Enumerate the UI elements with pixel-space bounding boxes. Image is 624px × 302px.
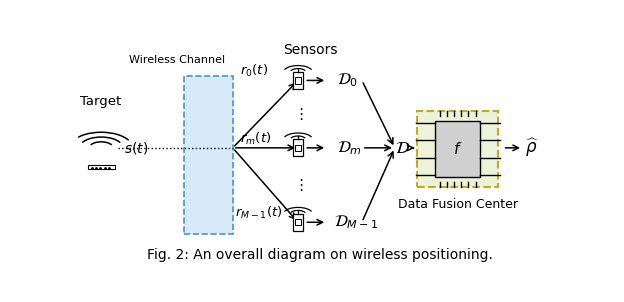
- Text: Wireless Channel: Wireless Channel: [129, 55, 225, 65]
- Text: $r_0(t)$: $r_0(t)$: [240, 63, 268, 79]
- FancyBboxPatch shape: [435, 121, 480, 177]
- Bar: [293, 140, 303, 156]
- Bar: [295, 77, 301, 84]
- Text: $\vdots$: $\vdots$: [293, 177, 303, 193]
- Bar: [293, 214, 303, 231]
- Text: $s(t)$: $s(t)$: [124, 140, 149, 156]
- FancyBboxPatch shape: [417, 111, 498, 187]
- Bar: [295, 219, 301, 226]
- Text: Fig. 2: An overall diagram on wireless positioning.: Fig. 2: An overall diagram on wireless p…: [147, 248, 493, 262]
- Text: $\widehat{\rho}$: $\widehat{\rho}$: [525, 137, 540, 159]
- Bar: [88, 165, 115, 169]
- Text: $\vdots$: $\vdots$: [293, 106, 303, 122]
- Text: $\mathcal{D}_0$: $\mathcal{D}_0$: [337, 72, 358, 89]
- Text: Data Fusion Center: Data Fusion Center: [397, 198, 518, 211]
- Bar: [293, 72, 303, 89]
- Bar: [295, 145, 301, 151]
- Text: $\mathcal{D}_{M-1}$: $\mathcal{D}_{M-1}$: [334, 214, 379, 231]
- Text: $r_m(t)$: $r_m(t)$: [240, 130, 271, 146]
- Text: $\mathcal{D}$: $\mathcal{D}$: [395, 139, 410, 157]
- Text: $f$: $f$: [453, 141, 462, 157]
- FancyBboxPatch shape: [185, 76, 233, 234]
- Text: Sensors: Sensors: [283, 43, 338, 57]
- Text: Target: Target: [80, 95, 122, 108]
- Text: $\mathcal{D}_m$: $\mathcal{D}_m$: [337, 139, 362, 157]
- Text: $r_{M-1}(t)$: $r_{M-1}(t)$: [235, 205, 283, 221]
